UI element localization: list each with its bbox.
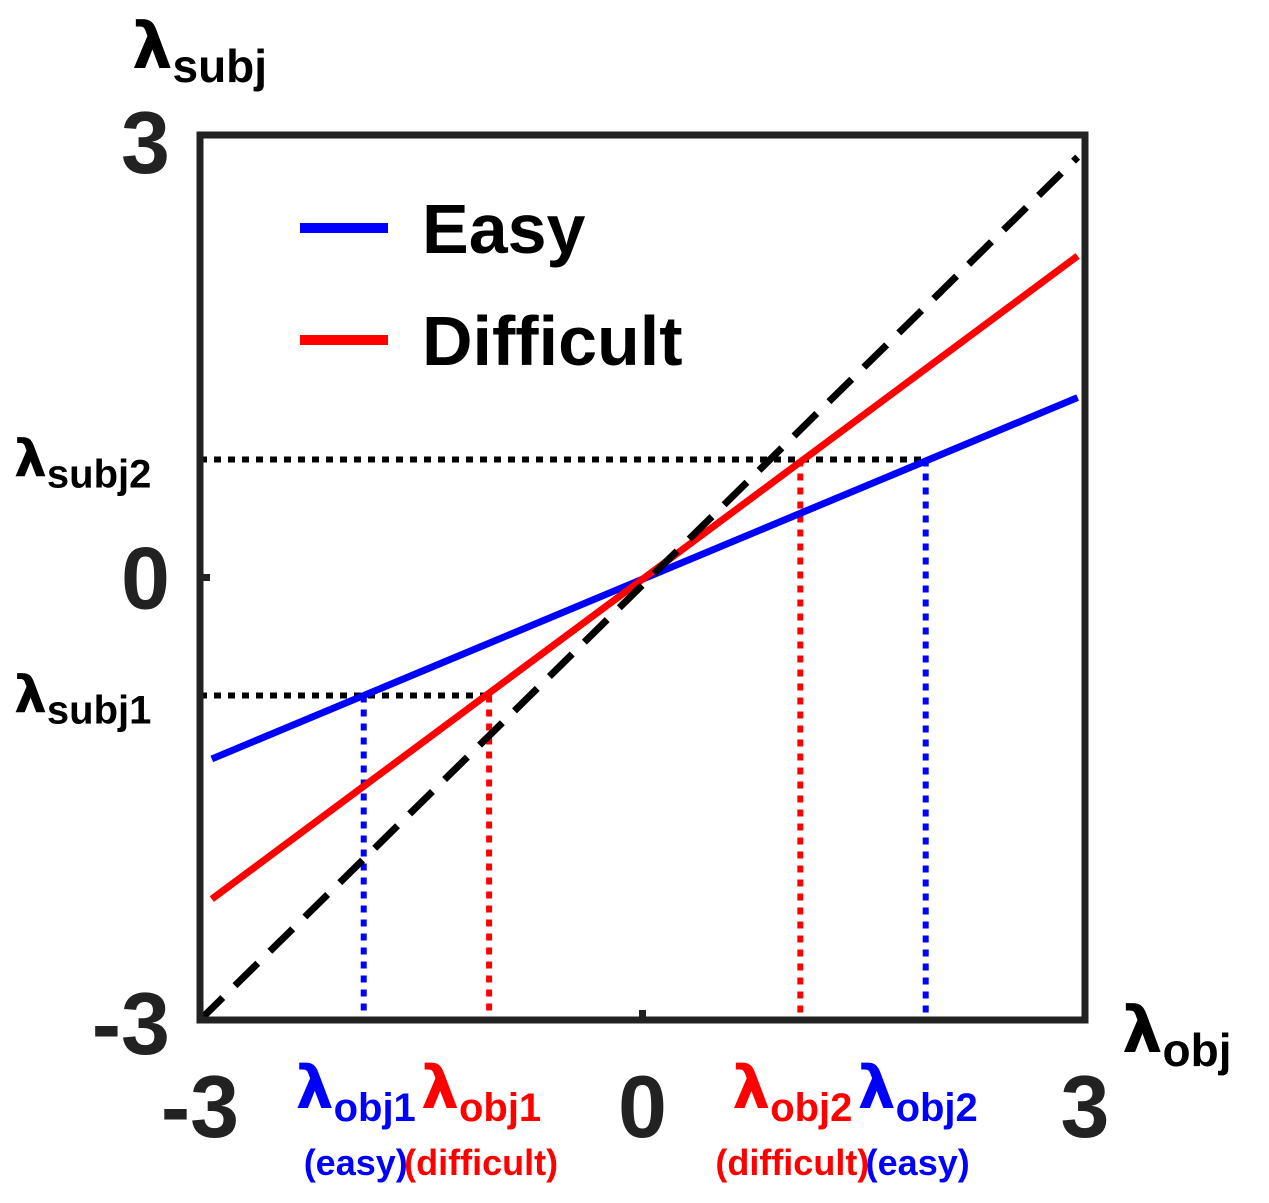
legend-label-difficult: Difficult	[422, 302, 683, 380]
identity-line	[197, 154, 1081, 1023]
y-tick-label: -3	[92, 974, 170, 1073]
x-ref-label-2: λobj1	[421, 1053, 541, 1130]
x-ref-note-4: (easy)	[866, 1142, 970, 1183]
x-tick-label: 0	[618, 1057, 667, 1156]
x-ref-label-4: λobj2	[858, 1053, 978, 1130]
x-ref-label-1: λobj1	[296, 1053, 416, 1130]
x-ref-note-1: (easy)	[304, 1142, 408, 1183]
ref-label-subj1: λsubj1	[14, 666, 151, 733]
x-ref-note-3: (difficult)	[715, 1142, 869, 1183]
x-ref-note-2: (difficult)	[404, 1142, 558, 1183]
series-difficult	[209, 253, 1080, 902]
x-axis-label: λobj	[1122, 994, 1231, 1076]
x-tick-label: 3	[1061, 1057, 1110, 1156]
x-tick-label: -3	[161, 1057, 239, 1156]
y-tick-label: 3	[121, 93, 170, 192]
y-axis-label: λsubj	[132, 10, 267, 92]
ref-label-subj2: λsubj2	[14, 430, 151, 497]
legend-label-easy: Easy	[422, 190, 586, 268]
y-tick-label: 0	[121, 529, 170, 628]
x-ref-label-3: λobj2	[732, 1053, 852, 1130]
